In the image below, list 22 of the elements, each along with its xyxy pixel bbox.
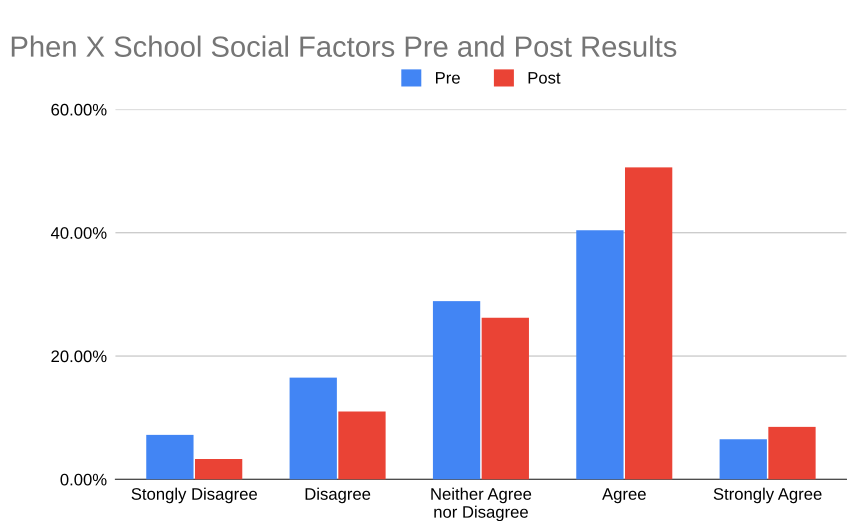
x-tick-label: Neither Agree nor Disagree (431, 488, 532, 521)
x-tick-label: Stongly Disagree (132, 488, 257, 504)
bar (482, 318, 529, 480)
y-tick-label: 60.00% (51, 104, 106, 116)
bar (146, 434, 194, 480)
bar (432, 301, 480, 480)
bar (338, 412, 386, 480)
bar (576, 230, 624, 480)
bar (194, 458, 242, 480)
bar (768, 426, 816, 480)
y-tick-label: 40.00% (50, 227, 106, 239)
bar (720, 439, 767, 480)
y-tick-label: 0.00% (60, 474, 106, 486)
chart-title: Phen X School Social Factors Pre and Post Results (12, 36, 676, 57)
y-tick-label: 20.00% (51, 350, 106, 362)
bar (624, 167, 672, 480)
x-tick-label: Agree (602, 488, 646, 504)
legend-label: Post (528, 72, 560, 84)
legend-label: Pre (436, 72, 460, 84)
x-tick-label: Strongly Agree (714, 488, 822, 504)
bar (290, 378, 337, 480)
x-tick-label: Disagree (306, 488, 370, 504)
